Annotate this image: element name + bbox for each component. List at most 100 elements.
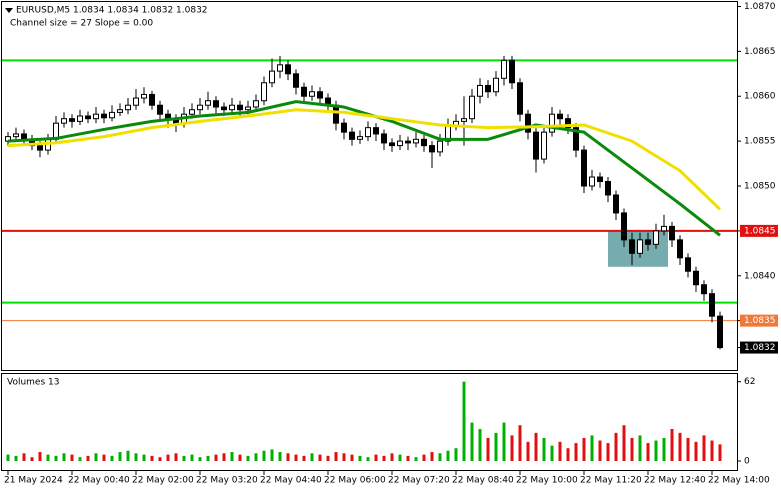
candle-body	[613, 194, 619, 214]
candle-body	[221, 106, 227, 111]
volume-bar	[222, 453, 226, 461]
volume-bar	[542, 437, 546, 461]
candle-body	[125, 104, 131, 111]
candle-body	[557, 113, 563, 120]
candle-body	[549, 113, 555, 133]
candle-body	[293, 73, 299, 88]
candle-body	[517, 82, 523, 115]
volume-bar	[6, 454, 10, 461]
x-tick-label: 22 May 02:00	[132, 476, 194, 486]
candle-body	[389, 142, 395, 147]
menu-icon	[5, 8, 13, 13]
volume-bar	[126, 450, 130, 461]
volume-bar	[310, 453, 314, 461]
candle-body	[677, 239, 683, 259]
candle-body	[469, 95, 475, 120]
volume-bar	[654, 440, 658, 461]
volume-bar	[638, 435, 642, 461]
candle-body	[685, 257, 691, 272]
volume-bar	[102, 454, 106, 461]
x-tick-label: 21 May 2024	[4, 476, 63, 486]
candle-body	[317, 91, 323, 99]
volume-bar	[710, 440, 714, 461]
volume-bar	[14, 455, 18, 461]
volume-bar	[614, 432, 618, 461]
volume-bar	[390, 453, 394, 461]
candle-body	[717, 315, 723, 349]
volume-bar	[582, 437, 586, 461]
volume-bar	[718, 444, 722, 461]
candle-body	[237, 104, 243, 111]
y-tick-label: 1.0840	[744, 271, 776, 281]
volume-bar	[350, 454, 354, 461]
x-tick-label: 22 May 00:40	[68, 476, 130, 486]
volume-bar	[430, 452, 434, 461]
y-tick-label: 1.0845	[744, 226, 776, 236]
price-label-bg	[740, 224, 778, 237]
volume-bar	[62, 453, 66, 461]
volume-bar	[382, 455, 386, 461]
volume-bar	[254, 453, 258, 461]
candle-body	[69, 118, 75, 122]
volume-bar	[694, 441, 698, 461]
candle-body	[349, 131, 355, 140]
candle-body	[13, 133, 19, 138]
candle-body	[157, 104, 163, 115]
volume-bar	[326, 455, 330, 461]
candle-body	[109, 111, 115, 119]
volume-bar	[518, 425, 522, 461]
moving-average	[7, 108, 722, 211]
candle-body	[565, 118, 571, 129]
candle-body	[213, 100, 219, 108]
candle-body	[501, 59, 507, 79]
volume-bar	[566, 448, 570, 461]
volume-bar	[446, 450, 450, 461]
y-tick-label: 1.0870	[744, 2, 776, 12]
candle-body	[637, 239, 643, 254]
volume-bar	[630, 437, 634, 461]
candle-body	[133, 97, 139, 106]
volume-bar	[686, 437, 690, 461]
candle-body	[21, 133, 27, 140]
volume-bar	[334, 452, 338, 461]
candle-body	[693, 270, 699, 286]
candle-body	[421, 138, 427, 147]
candle-body	[477, 84, 483, 97]
x-tick-label: 22 May 11:20	[580, 476, 642, 486]
volume-bar	[510, 435, 514, 461]
volume-bar	[262, 450, 266, 461]
candle-body	[629, 239, 635, 254]
candle-body	[197, 104, 203, 111]
x-tick-label: 22 May 12:40	[644, 476, 706, 486]
volume-bar	[462, 381, 466, 461]
volume-bar	[478, 429, 482, 461]
volume-bar	[302, 455, 306, 461]
candle-body	[437, 140, 443, 153]
candle-body	[597, 176, 603, 183]
y-tick-label: 1.0865	[744, 47, 776, 57]
candle-body	[277, 64, 283, 72]
candle-body	[485, 84, 491, 93]
candle-body	[429, 145, 435, 153]
price-label-bg	[740, 314, 778, 327]
price-label-bg	[740, 341, 778, 354]
candle-body	[661, 225, 667, 232]
candle-body	[301, 86, 307, 97]
volume-tick-label: 62	[744, 377, 755, 387]
volume-bar	[46, 454, 50, 461]
chart-title: EURUSD,M5 1.0834 1.0834 1.0832 1.0832	[16, 6, 208, 16]
volume-bar	[414, 457, 418, 461]
candle-body	[645, 239, 651, 245]
candle-body	[461, 118, 467, 122]
chart-subtitle: Channel size = 27 Slope = 0.00	[10, 19, 153, 29]
candle-body	[101, 113, 107, 119]
volume-bar	[30, 457, 34, 461]
volume-bar	[230, 452, 234, 461]
candle-body	[285, 64, 291, 75]
candle-body	[381, 133, 387, 144]
x-tick-label: 22 May 03:20	[196, 476, 258, 486]
candle-body	[589, 176, 595, 187]
volume-bar	[198, 457, 202, 461]
volume-bar	[70, 454, 74, 461]
volume-bar	[398, 454, 402, 461]
